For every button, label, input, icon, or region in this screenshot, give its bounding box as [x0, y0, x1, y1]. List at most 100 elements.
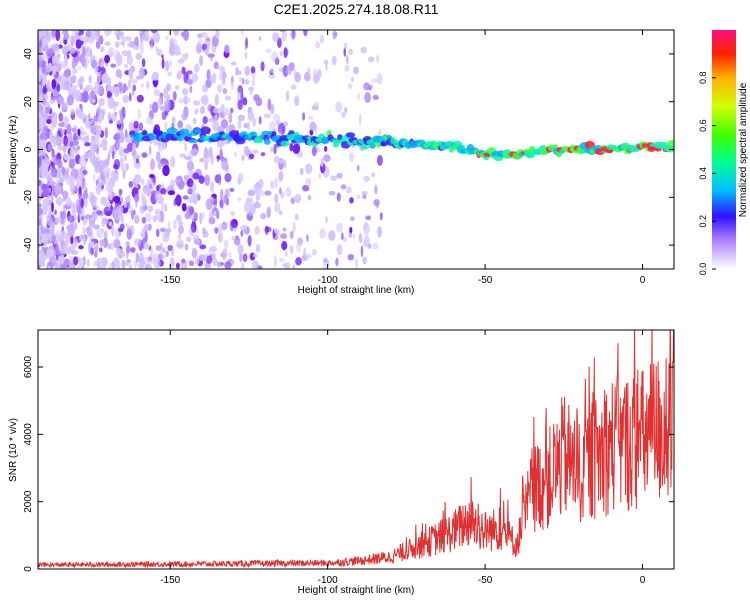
- noise-dot: [84, 214, 92, 220]
- noise-dot: [323, 145, 328, 152]
- noise-dot: [54, 209, 57, 215]
- noise-dot: [188, 260, 195, 266]
- ridge-mark: [148, 135, 157, 141]
- noise-dot: [186, 161, 195, 171]
- noise-dot: [208, 217, 216, 225]
- noise-dot: [82, 226, 86, 236]
- ridge-mark: [235, 138, 246, 145]
- noise-dot: [313, 68, 317, 78]
- noise-dot: [134, 154, 141, 159]
- noise-dot: [38, 192, 42, 201]
- noise-dot: [132, 142, 137, 152]
- noise-dot: [237, 99, 243, 111]
- noise-dot: [85, 46, 93, 57]
- noise-dot: [134, 36, 139, 47]
- noise-dot: [323, 59, 329, 66]
- noise-dot: [330, 175, 338, 181]
- noise-dot: [45, 101, 50, 107]
- noise-dot: [54, 216, 62, 224]
- noise-dot: [45, 106, 49, 114]
- noise-dot: [113, 238, 121, 249]
- noise-dot: [62, 45, 70, 53]
- colorbar-tick-label: 0.8: [698, 72, 708, 85]
- noise-dot: [52, 43, 59, 51]
- noise-dot: [118, 188, 123, 196]
- noise-dot: [102, 146, 108, 151]
- noise-dot: [104, 158, 110, 167]
- noise-dot: [376, 72, 383, 85]
- noise-dot: [93, 224, 100, 230]
- noise-dot: [229, 187, 235, 193]
- noise-dot: [273, 144, 277, 155]
- noise-dot: [79, 159, 87, 167]
- colorbar-tick-label: 0.0: [698, 263, 708, 276]
- noise-dot: [71, 74, 77, 84]
- noise-dot: [304, 72, 311, 82]
- noise-dot: [78, 186, 82, 195]
- noise-dot: [241, 30, 244, 37]
- noise-dot: [75, 107, 80, 115]
- noise-dot: [237, 177, 242, 185]
- noise-dot: [335, 222, 343, 233]
- noise-dot: [97, 113, 104, 122]
- noise-dot: [200, 32, 208, 38]
- noise-dot: [208, 246, 212, 257]
- noise-dot: [89, 30, 98, 40]
- noise-dot: [71, 84, 78, 90]
- noise-dot: [221, 160, 229, 171]
- noise-dot: [108, 262, 115, 269]
- noise-dot: [125, 195, 131, 203]
- noise-dot: [122, 112, 126, 119]
- noise-dot: [187, 188, 193, 195]
- noise-dot: [237, 114, 245, 122]
- noise-dot: [73, 256, 79, 266]
- noise-dot: [188, 196, 194, 204]
- noise-dot: [125, 241, 130, 247]
- noise-dot: [199, 158, 204, 163]
- noise-dot: [198, 175, 205, 184]
- noise-dot: [348, 232, 353, 239]
- noise-dot: [144, 212, 152, 223]
- noise-dot: [48, 181, 56, 186]
- noise-dot: [120, 35, 125, 41]
- noise-dot: [196, 194, 201, 201]
- noise-dot: [197, 33, 203, 39]
- noise-dot: [56, 84, 61, 92]
- noise-dot: [58, 234, 61, 242]
- noise-dot: [128, 67, 134, 80]
- noise-dot: [214, 174, 222, 184]
- noise-dot: [43, 240, 47, 247]
- noise-dot: [148, 252, 156, 264]
- noise-dot: [44, 155, 48, 163]
- noise-dot: [125, 261, 130, 266]
- noise-dot: [164, 203, 168, 212]
- noise-dot: [260, 152, 266, 157]
- noise-dot: [248, 210, 253, 216]
- noise-dot: [89, 124, 97, 135]
- noise-dot: [107, 112, 111, 121]
- x-tick-label: -50: [478, 575, 493, 586]
- noise-dot: [87, 225, 91, 237]
- noise-dot: [159, 227, 166, 233]
- noise-dot: [108, 149, 112, 157]
- noise-dot: [57, 95, 65, 105]
- noise-dot: [147, 205, 154, 213]
- noise-dot: [122, 169, 126, 180]
- noise-dot: [166, 83, 172, 92]
- noise-dot: [70, 108, 75, 115]
- noise-dot: [51, 115, 58, 124]
- noise-dot: [305, 177, 312, 187]
- noise-dot: [137, 109, 142, 120]
- noise-dot: [302, 184, 310, 192]
- noise-dot: [258, 116, 262, 125]
- noise-dot: [349, 197, 354, 204]
- snr-ylabel: SNR (10 * v/v): [8, 418, 19, 482]
- x-tick-label: -100: [318, 575, 338, 586]
- noise-dot: [323, 154, 331, 162]
- noise-dot: [202, 230, 209, 238]
- noise-dot: [159, 105, 166, 111]
- noise-dot: [155, 151, 161, 163]
- noise-dot: [240, 90, 244, 102]
- noise-dot: [251, 77, 256, 87]
- noise-dot: [289, 245, 294, 255]
